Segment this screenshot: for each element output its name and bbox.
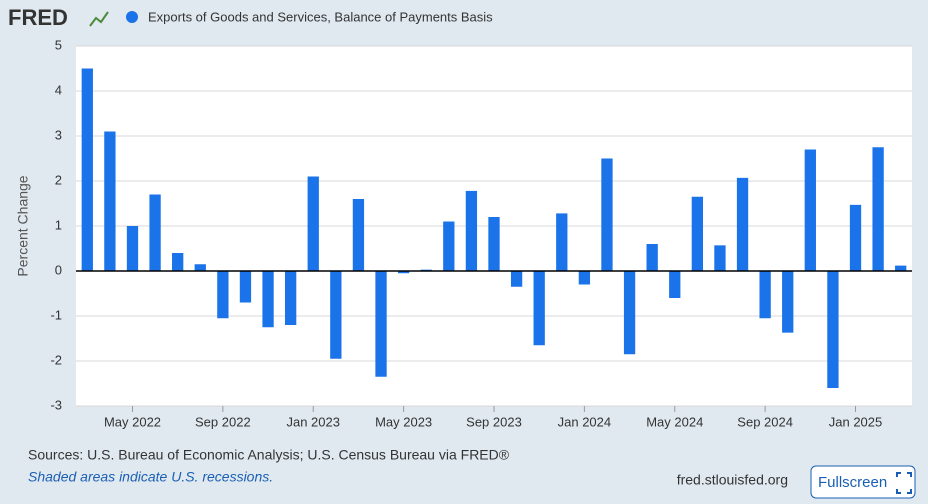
fullscreen-icon[interactable] — [896, 472, 912, 494]
bar — [307, 176, 319, 271]
bar — [443, 221, 455, 271]
y-tick-label: 5 — [55, 37, 62, 52]
y-tick-label: 2 — [55, 172, 62, 187]
x-tick-label: Sep 2022 — [195, 414, 251, 429]
site-url: fred.stlouisfed.org — [677, 472, 788, 488]
bar — [262, 271, 274, 328]
y-tick-label: 0 — [55, 262, 62, 277]
bar — [736, 177, 749, 271]
fullscreen-label[interactable]: Fullscreen — [818, 474, 887, 491]
legend-label: Exports of Goods and Services, Balance o… — [148, 9, 493, 24]
y-tick-label: -3 — [50, 397, 62, 412]
bar — [194, 264, 206, 271]
bar — [601, 158, 613, 271]
y-tick-label: -1 — [50, 307, 62, 322]
bar — [330, 271, 342, 359]
bar — [352, 199, 365, 271]
bar — [827, 271, 839, 388]
y-tick-label: 3 — [55, 127, 62, 142]
logo-icon — [89, 11, 109, 27]
bar — [578, 271, 591, 285]
x-tick-label: Jan 2023 — [286, 414, 340, 429]
bar — [533, 271, 545, 346]
sources: Sources: U.S. Bureau of Economic Analysi… — [28, 447, 510, 463]
y-tick-label: 1 — [55, 217, 62, 232]
y-tick-label: 4 — [55, 82, 62, 97]
bar — [397, 271, 410, 274]
bar — [81, 68, 93, 271]
bar — [510, 271, 523, 287]
bar — [149, 194, 161, 271]
bar — [126, 226, 139, 271]
bar — [782, 271, 794, 333]
bar — [104, 131, 116, 271]
x-tick-label: May 2024 — [646, 414, 703, 429]
x-tick-label: Jan 2025 — [829, 414, 883, 429]
bar — [285, 271, 297, 325]
x-tick-label: Sep 2023 — [466, 414, 522, 429]
y-tick-label: -2 — [50, 352, 62, 367]
bar — [172, 253, 184, 271]
recession-note: Shaded areas indicate U.S. recessions. — [28, 469, 273, 485]
bar — [488, 217, 500, 271]
bar — [804, 149, 816, 271]
y-axis-label: Percent Change — [15, 175, 31, 276]
bar — [465, 190, 478, 271]
bar — [556, 213, 568, 271]
legend-swatch — [126, 11, 138, 23]
bar — [895, 265, 907, 271]
bar — [669, 271, 681, 298]
x-tick-label: May 2022 — [104, 414, 161, 429]
fullscreen-button[interactable] — [810, 465, 916, 499]
logo: FRED — [8, 5, 68, 30]
x-tick-label: Jan 2024 — [558, 414, 612, 429]
bar — [714, 245, 726, 271]
x-tick-label: May 2023 — [375, 414, 432, 429]
bar — [849, 204, 862, 271]
bar — [239, 271, 252, 303]
bar — [623, 271, 636, 355]
bar — [646, 244, 658, 271]
bar — [375, 271, 387, 377]
bar — [759, 271, 771, 319]
bar — [872, 147, 884, 271]
bar — [217, 271, 229, 319]
x-tick-label: Sep 2024 — [737, 414, 793, 429]
bar — [691, 196, 703, 271]
